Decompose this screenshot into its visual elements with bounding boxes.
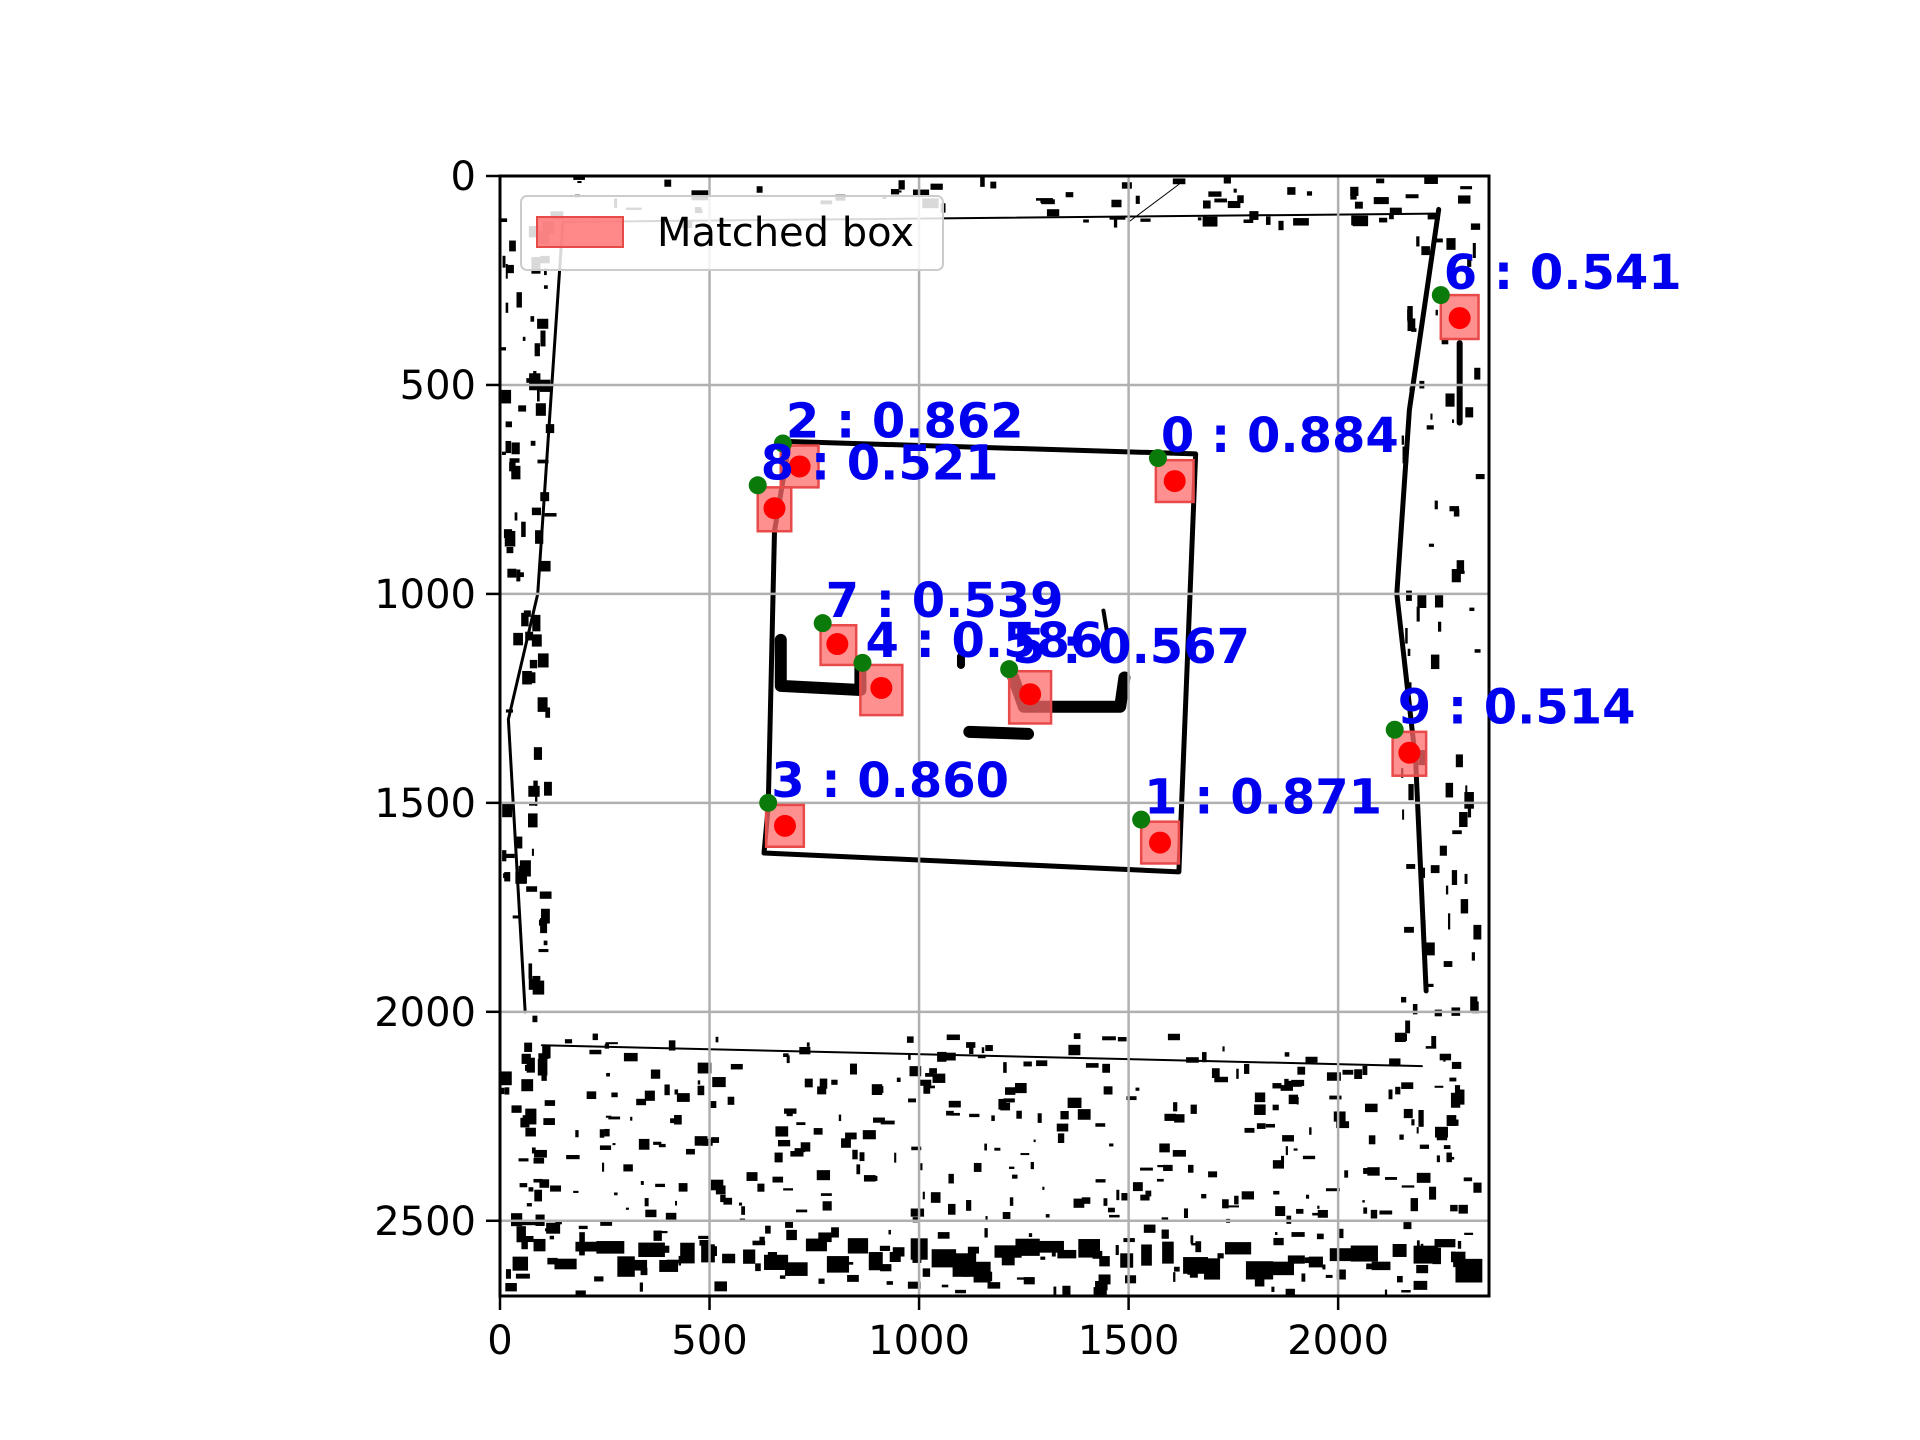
- x-tick-label: 1500: [1078, 1318, 1180, 1364]
- legend: Matched box: [520, 195, 944, 271]
- detection-label-6: 6 : 0.541: [1444, 245, 1682, 301]
- detection-label-2: 2 : 0.862: [786, 393, 1024, 449]
- detection-label-7: 7 : 0.539: [826, 573, 1064, 629]
- x-tick-label: 0: [487, 1318, 512, 1364]
- detected-point-7: [813, 614, 832, 633]
- matched-point-1: [1149, 831, 1172, 854]
- matched-point-8: [763, 497, 786, 520]
- detected-point-1: [1132, 810, 1151, 829]
- x-tick-label: 2000: [1287, 1318, 1389, 1364]
- detection-label-0: 0 : 0.884: [1161, 408, 1399, 464]
- document-image: [500, 176, 1485, 1296]
- y-tick-label: 0: [451, 154, 476, 200]
- detection-label-3: 3 : 0.860: [771, 753, 1009, 809]
- detected-point-2: [773, 434, 792, 453]
- plot-frame: [498, 174, 1491, 1298]
- matched-point-5: [1019, 683, 1042, 706]
- y-tick-label: 2000: [374, 990, 476, 1036]
- detected-point-9: [1385, 720, 1404, 739]
- x-tick-label: 1000: [868, 1318, 970, 1364]
- matched-point-6: [1448, 307, 1471, 330]
- keypoints: [748, 286, 1471, 854]
- x-axis: 0 500 1000 1500 2000: [487, 1296, 1389, 1364]
- detected-point-6: [1431, 286, 1450, 305]
- y-tick-label: 1500: [374, 781, 476, 827]
- detection-label-1: 1 : 0.871: [1144, 770, 1382, 826]
- detection-labels: 0 : 0.884 1 : 0.871 2 : 0.862 3 : 0.860 4 : …: [761, 245, 1682, 825]
- matched-boxes: [756, 293, 1480, 865]
- matched-point-4: [870, 676, 893, 699]
- legend-frame: [520, 195, 944, 271]
- detection-label-9: 9 : 0.514: [1398, 680, 1636, 736]
- matched-point-2: [788, 455, 811, 478]
- y-tick-label: 500: [400, 363, 476, 409]
- detected-point-0: [1148, 449, 1167, 468]
- matched-box-6: [1439, 293, 1480, 341]
- y-axis: 0 500 1000 1500 2000 2500: [374, 154, 500, 1245]
- detection-label-4: 4 : 0.586: [865, 613, 1103, 669]
- matched-point-0: [1163, 470, 1186, 493]
- detected-point-3: [759, 793, 778, 812]
- legend-swatch: [536, 216, 624, 248]
- detection-label-5: 5 : 0.567: [1012, 619, 1250, 675]
- matched-point-7: [826, 633, 849, 656]
- detected-point-4: [853, 653, 872, 672]
- detected-point-8: [748, 476, 767, 495]
- y-tick-label: 2500: [374, 1199, 476, 1245]
- grid-lines: [500, 176, 1489, 1296]
- y-tick-label: 1000: [374, 572, 476, 618]
- x-tick-label: 500: [671, 1318, 747, 1364]
- plot-area: [498, 174, 1491, 1298]
- legend-label: Matched box: [657, 210, 914, 256]
- detected-point-5: [1000, 660, 1019, 679]
- matched-point-9: [1398, 741, 1421, 764]
- matched-point-3: [773, 814, 796, 837]
- detection-label-8: 8 : 0.521: [761, 435, 999, 491]
